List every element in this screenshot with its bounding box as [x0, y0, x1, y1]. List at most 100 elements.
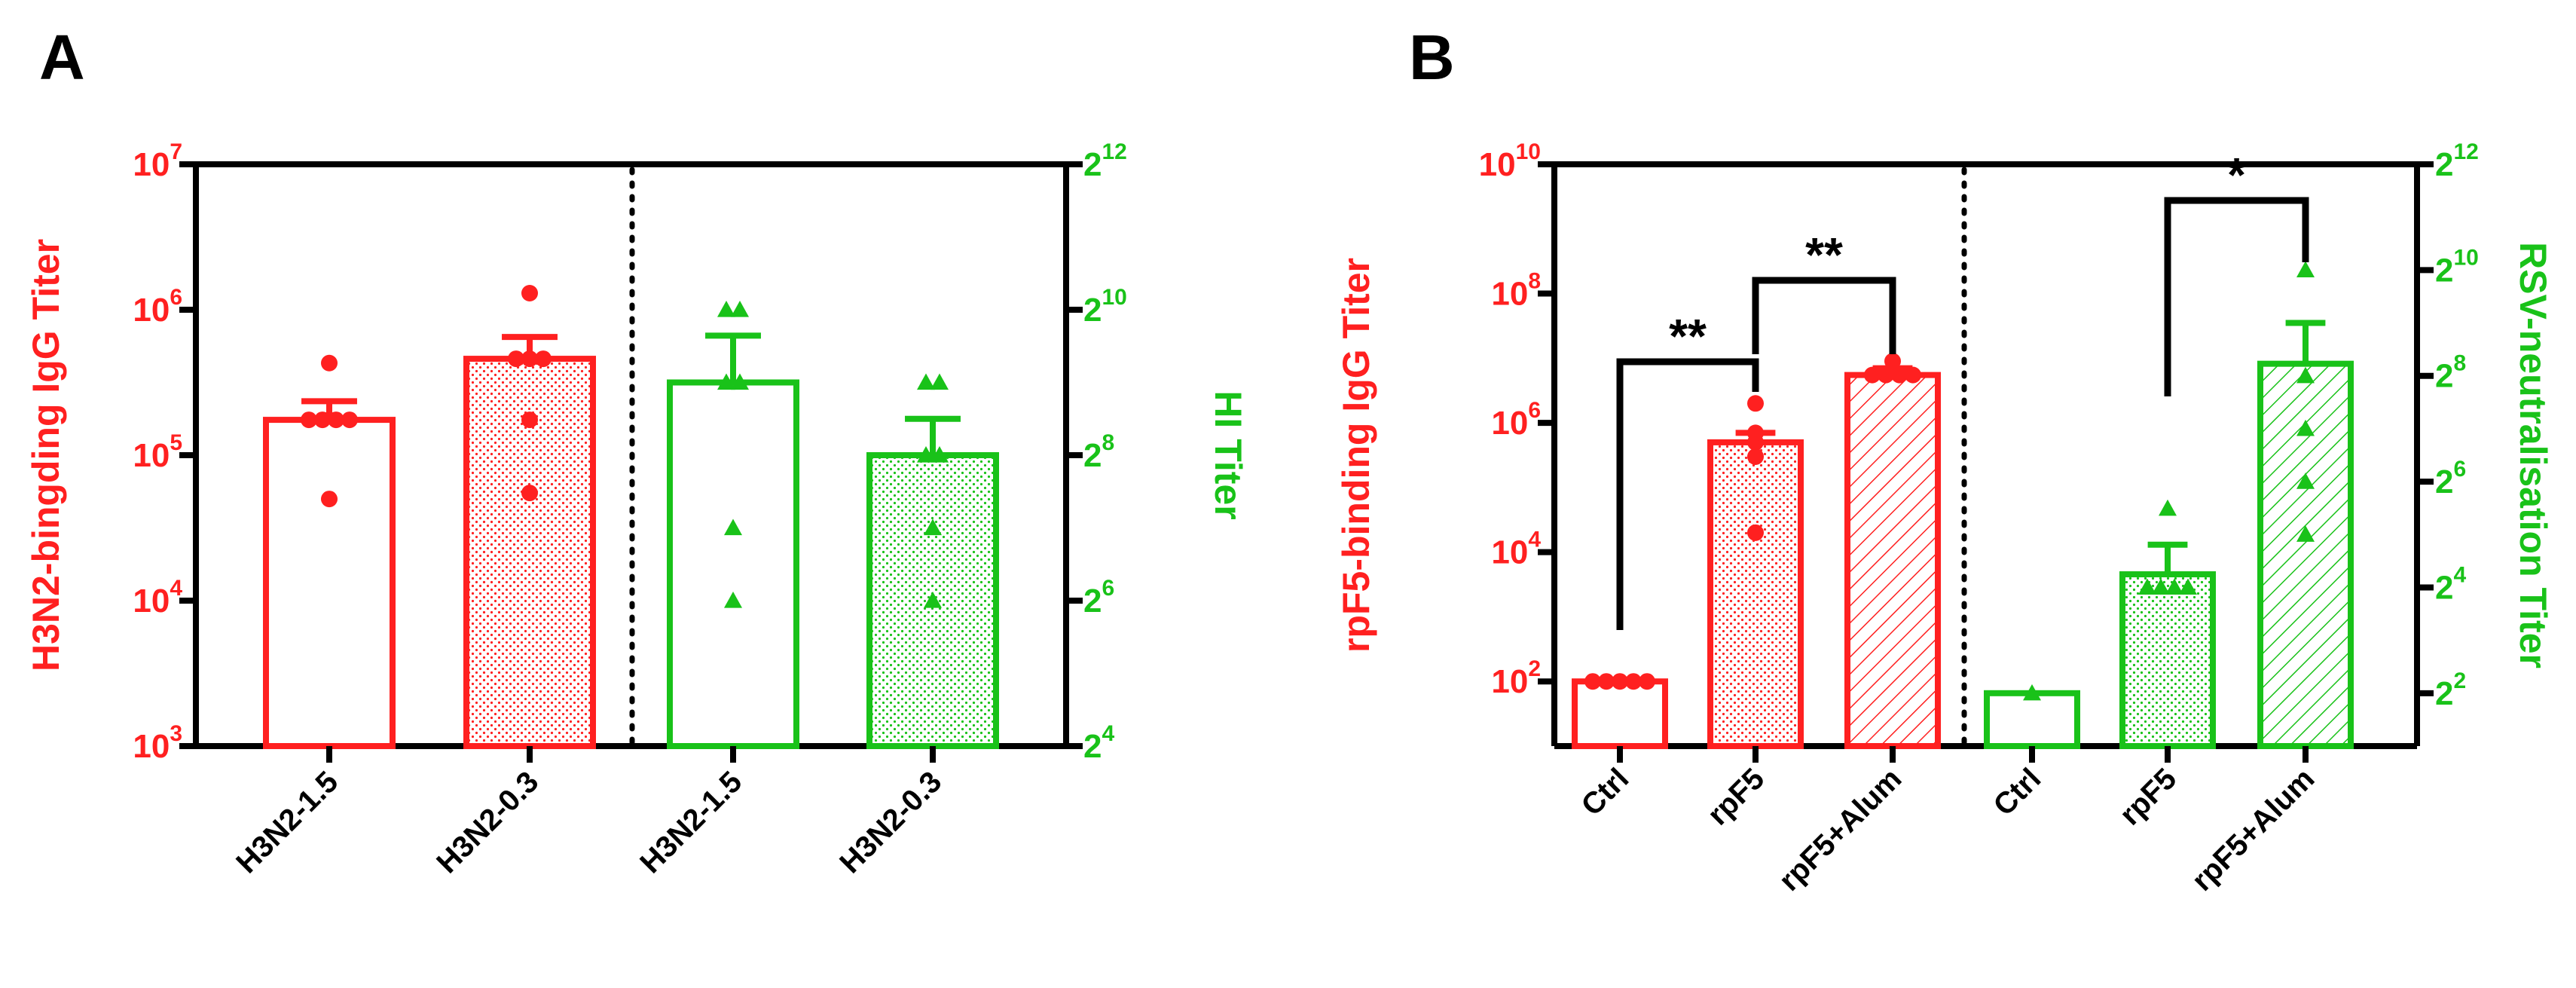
panel-a: A H3N2-bingding IgG Titer HI Titer	[25, 22, 1249, 749]
panel-a-data-point	[930, 373, 949, 390]
panel-a-right-axis-title: HI Titer	[1207, 390, 1249, 519]
panel-a-data-point	[314, 411, 331, 429]
panel-a-data-point	[917, 373, 935, 390]
panel-b-right-tick-label: 28	[2435, 351, 2466, 395]
panel-a-left-tick-label: 105	[133, 430, 182, 474]
panel-a-data-point	[535, 350, 552, 368]
panel-b-data-point	[1891, 366, 1908, 384]
panel-a-data-point	[717, 373, 735, 390]
panel-a-bar	[263, 417, 396, 749]
panel-b-data-point	[1747, 524, 1764, 541]
panel-a-data-point	[521, 350, 538, 368]
panel-b-data-point	[2165, 578, 2183, 595]
panel-a-data-point	[341, 411, 358, 429]
panel-a-data-point	[521, 411, 538, 429]
panel-b-significance-label: **	[1805, 228, 1843, 282]
panel-b-right-tick-label: 210	[2435, 245, 2479, 289]
panel-b-bar	[2119, 571, 2216, 750]
panel-a-bar	[667, 379, 799, 749]
panel-b-data-point	[1625, 673, 1642, 690]
panel-b-category-label: rpF5+Alum	[1773, 762, 1908, 898]
panel-b-left-tick-label: 104	[1491, 528, 1541, 571]
panel-b-category-label: Ctrl	[1988, 762, 2048, 822]
panel-a-right-tick-label: 24	[1083, 721, 1114, 765]
panel-a-data-point	[321, 491, 338, 508]
panel-b-bar	[1844, 372, 1941, 749]
panel-b-category-label: Ctrl	[1575, 762, 1636, 822]
panel-b-right-tick-label: 24	[2435, 562, 2466, 606]
panel-b-data-point	[1598, 673, 1615, 690]
panel-b-data-point	[2152, 578, 2170, 595]
panel-a-data-point	[724, 592, 742, 608]
panel-b: B rpF5-binding IgG Titer RSV-neutralisat…	[1335, 22, 2554, 749]
panel-a-left-axis-title: H3N2-bingding IgG Titer	[25, 239, 67, 671]
panel-a-category-label: H3N2-0.3	[430, 765, 545, 879]
panel-b-data-point	[1747, 395, 1764, 412]
panel-a-category-label: H3N2-1.5	[634, 765, 748, 879]
panel-b-bar	[1984, 690, 2080, 749]
panel-a-left-tick-label: 104	[133, 576, 182, 619]
panel-a-data-point	[724, 518, 742, 536]
panel-b-data-point	[2296, 473, 2315, 489]
panel-b-data-point	[1612, 673, 1628, 690]
panel-a-data-point	[924, 518, 942, 536]
panel-b-data-point	[1584, 673, 1601, 690]
panel-b-right-tick-label: 22	[2435, 668, 2466, 712]
panel-b-data-point	[2296, 261, 2315, 277]
panel-b-data-point	[2296, 366, 2315, 384]
panel-b-significance-bracket	[1616, 358, 1759, 630]
panel-b-data-point	[2159, 499, 2177, 516]
panel-a-data-point	[717, 301, 735, 317]
panel-b-left-tick-label: 106	[1491, 398, 1541, 442]
panel-b-bar	[1572, 678, 1668, 750]
panel-b-significance-label: *	[2227, 148, 2246, 202]
panel-b-data-point	[2296, 525, 2315, 542]
panel-b-data-point	[2023, 684, 2041, 701]
panel-a-right-tick-label: 212	[1083, 139, 1127, 183]
panel-b-category-label: rpF5+Alum	[2186, 762, 2321, 898]
panel-b-category-label: rpF5	[1701, 762, 1771, 831]
chart-marks: 103 104 105 106 107 24 26 28 210 212 H3N2-1.5 H3N2-…	[133, 139, 2479, 898]
panel-b-data-point	[1747, 448, 1764, 465]
panel-a-data-point	[521, 285, 538, 302]
panel-a-data-point	[521, 485, 538, 502]
panel-a-data-point	[731, 301, 749, 317]
panel-a-data-point	[328, 411, 344, 429]
panel-a-right-tick-label: 28	[1083, 430, 1114, 474]
panel-b-right-tick-label: 212	[2435, 139, 2479, 183]
panel-b-bar	[1707, 439, 1804, 749]
panel-b-right-tick-label: 26	[2435, 457, 2466, 500]
panel-a-data-point	[924, 592, 942, 608]
panel-b-left-tick-label: 108	[1491, 269, 1541, 313]
panel-b-data-point	[1639, 673, 1655, 690]
panel-b-data-point	[2179, 578, 2197, 595]
panel-b-category-label: rpF5	[2113, 762, 2183, 831]
panel-a-category-label: H3N2-0.3	[833, 765, 948, 879]
panel-a-left-tick-label: 106	[133, 285, 182, 329]
panel-a-letter: A	[39, 22, 85, 93]
panel-b-data-point	[1884, 353, 1901, 370]
panel-b-data-point	[1905, 366, 1921, 384]
panel-a-right-tick-label: 210	[1083, 285, 1127, 329]
panel-b-left-tick-label: 1010	[1479, 139, 1541, 183]
panel-b-significance-label: **	[1669, 309, 1707, 363]
panel-a-data-point	[731, 373, 749, 390]
panel-a-category-label: H3N2-1.5	[230, 765, 344, 879]
panel-b-data-point	[2296, 419, 2315, 436]
panel-b-significance-bracket	[1752, 277, 1896, 354]
panel-a-left-tick-label: 103	[133, 721, 182, 765]
panel-b-data-point	[1747, 424, 1764, 442]
panel-a-left-tick-label: 107	[133, 139, 182, 183]
panel-b-left-axis-title: rpF5-binding IgG Titer	[1335, 258, 1377, 653]
panel-b-letter: B	[1409, 22, 1455, 93]
panel-a-data-point	[321, 354, 338, 372]
panel-a-data-point	[930, 446, 949, 463]
panel-b-data-point	[1864, 366, 1881, 384]
panel-a-data-point	[917, 446, 935, 463]
panel-a-right-tick-label: 26	[1083, 576, 1114, 619]
panel-b-data-point	[2138, 578, 2156, 595]
panel-b-data-point	[1878, 366, 1894, 384]
panel-a-data-point	[508, 350, 524, 368]
panel-b-left-tick-label: 102	[1491, 656, 1541, 700]
